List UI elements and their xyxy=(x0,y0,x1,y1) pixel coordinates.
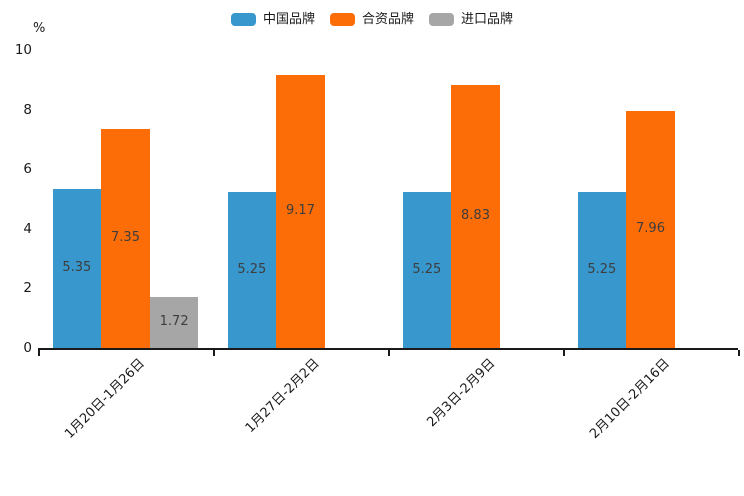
bar-series2-cat4 xyxy=(626,110,675,348)
x-tick-mark xyxy=(388,350,390,356)
bar-value-label: 7.35 xyxy=(111,230,140,246)
bar-series3-cat1 xyxy=(149,296,199,348)
bar-value-label: 5.25 xyxy=(237,261,267,277)
x-category-label: 1月27日-2月2日 xyxy=(243,356,324,436)
bar-series2-cat3 xyxy=(451,84,500,348)
bar-value-label: 7.96 xyxy=(636,221,665,237)
y-tick-label: 4 xyxy=(23,220,32,237)
x-tick-mark xyxy=(213,350,215,356)
y-tick-label: 10 xyxy=(14,42,32,58)
legend-item-2: 合资品牌 xyxy=(329,11,414,27)
bar-series2-cat2 xyxy=(276,74,325,348)
legend-swatch-icon xyxy=(230,12,256,26)
x-category-label: 2月3日-2月9日 xyxy=(424,356,499,431)
bar-value-label: 8.83 xyxy=(461,208,490,224)
x-tick-mark xyxy=(738,350,740,356)
legend-swatch-icon xyxy=(429,12,454,26)
x-tick-mark xyxy=(38,350,40,356)
bar-value-label: 5.25 xyxy=(587,261,617,277)
bar-series1-cat4 xyxy=(577,191,627,348)
y-axis-unit-label: % xyxy=(33,21,46,36)
x-axis-line xyxy=(38,348,738,350)
bar-value-label: 5.25 xyxy=(412,261,442,277)
x-category-label: 1月20日-1月26日 xyxy=(62,356,149,442)
y-tick-label: 2 xyxy=(23,280,32,297)
y-tick-label: 0 xyxy=(23,340,32,356)
bar-value-label: 9.17 xyxy=(286,203,315,219)
legend-label: 中国品牌 xyxy=(262,11,315,27)
legend-swatch-icon xyxy=(329,12,355,26)
bar-series1-cat3 xyxy=(402,191,452,348)
bar-series1-cat1 xyxy=(52,188,102,348)
legend-item-1: 中国品牌 xyxy=(230,11,315,27)
x-category-label: 2月10日-2月16日 xyxy=(587,356,674,442)
x-tick-mark xyxy=(563,350,565,356)
bar-series1-cat2 xyxy=(227,191,277,348)
bar-value-label: 1.72 xyxy=(159,314,189,330)
legend: 中国品牌 合资品牌 进口品牌 xyxy=(0,8,744,30)
legend-label: 进口品牌 xyxy=(461,11,514,27)
bar-series2-cat1 xyxy=(101,128,150,348)
legend-item-3: 进口品牌 xyxy=(429,11,514,27)
bar-value-label: 5.35 xyxy=(62,260,92,276)
y-tick-label: 6 xyxy=(23,161,32,178)
legend-label: 合资品牌 xyxy=(361,11,414,27)
y-tick-label: 8 xyxy=(23,101,32,118)
